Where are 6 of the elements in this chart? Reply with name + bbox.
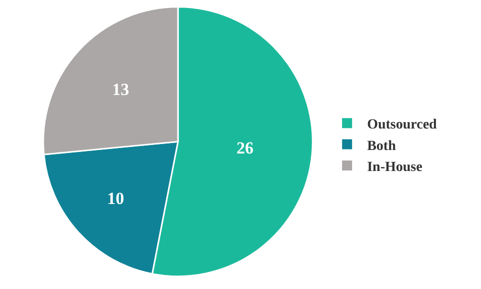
- legend-label: Both: [367, 138, 396, 154]
- legend-label: In-House: [367, 160, 422, 175]
- data-label: 10: [107, 188, 124, 208]
- legend-label: Outsourced: [367, 118, 438, 133]
- data-label: 26: [236, 138, 254, 158]
- data-label: 13: [112, 80, 130, 100]
